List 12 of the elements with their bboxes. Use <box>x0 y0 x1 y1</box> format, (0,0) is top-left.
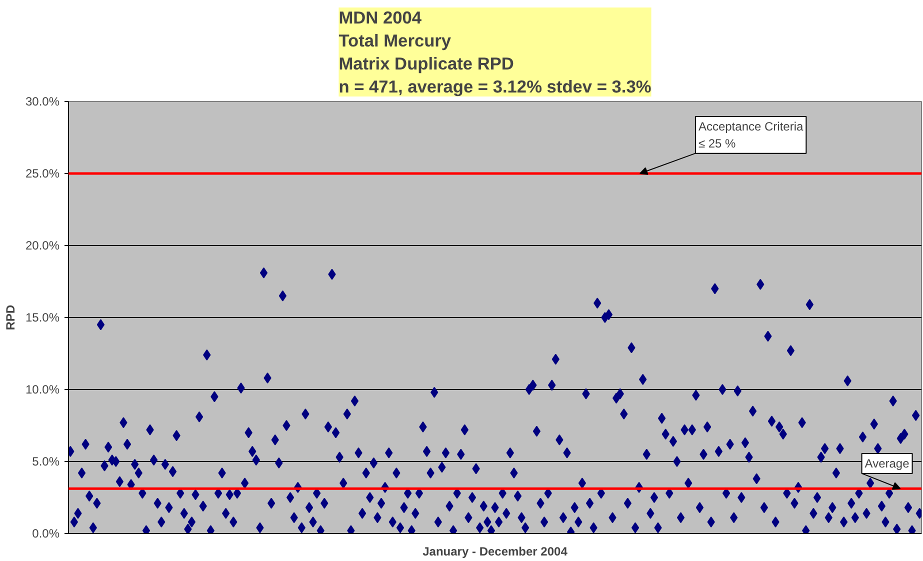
y-tick-label: 30.0% <box>25 94 60 108</box>
y-tick-label: 20.0% <box>25 238 60 252</box>
y-tick-label: 10.0% <box>25 382 60 396</box>
chart-title: MDN 2004 Total Mercury Matrix Duplicate RPD n = 471, average = 3.12% stdev = 3.3% <box>338 8 652 96</box>
ref-line-label: Average <box>864 456 910 470</box>
y-tick-label: 15.0% <box>25 310 60 324</box>
y-tick-label: 5.0% <box>32 454 60 468</box>
y-tick-label: 25.0% <box>25 166 60 180</box>
ref-line-label: Acceptance Criteria ≤ 25 % <box>698 120 804 150</box>
y-axis-title: RPD <box>3 304 18 330</box>
x-axis-title: January - December 2004 <box>422 544 568 558</box>
y-tick-label: 0.0% <box>32 526 60 540</box>
